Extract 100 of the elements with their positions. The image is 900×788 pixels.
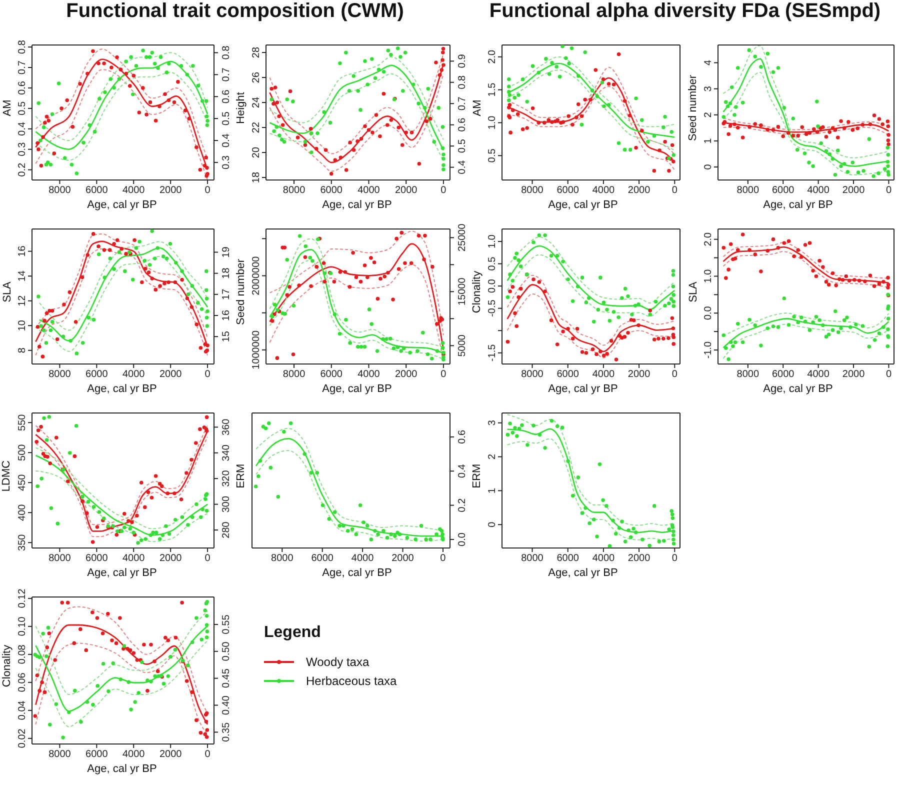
x-tick-label: 6000 bbox=[86, 553, 108, 564]
y-axis-title: ERM bbox=[235, 464, 248, 488]
y2-tick-label: 0.4 bbox=[457, 464, 468, 478]
x-tick-label: 0 bbox=[672, 553, 678, 564]
x-tick-label: 6000 bbox=[311, 553, 334, 564]
x-tick-label: 4000 bbox=[592, 185, 616, 196]
x-axis-title: Age, cal yr BP bbox=[762, 383, 834, 395]
x-tick-label: 0 bbox=[886, 369, 892, 380]
x-tick-label: 6000 bbox=[556, 369, 580, 380]
y-axis-title: SLA bbox=[1, 282, 14, 302]
y-tick-label: 1 bbox=[703, 138, 714, 144]
x-tick-label: 8000 bbox=[48, 369, 72, 380]
y2-tick-label: 0.5 bbox=[221, 111, 232, 126]
y-tick-label: 28 bbox=[251, 46, 262, 58]
y-tick-label: 0.06 bbox=[17, 672, 28, 692]
y-tick-label: 2 bbox=[703, 112, 714, 118]
x-tick-label: 2000 bbox=[628, 185, 651, 196]
y-tick-label: 500 bbox=[17, 444, 28, 461]
x-tick-label: 2000 bbox=[159, 749, 182, 760]
x-axis-title: Age, cal yr BP bbox=[547, 567, 619, 579]
x-tick-label: 2000 bbox=[159, 369, 182, 380]
x-tick-label: 0 bbox=[204, 749, 211, 760]
x-axis-title: Age, cal yr BP bbox=[547, 199, 619, 211]
x-tick-label: 8000 bbox=[282, 369, 306, 380]
y-tick-label: 0.8 bbox=[17, 40, 28, 54]
y2-tick-label: 360 bbox=[221, 418, 232, 436]
y-tick-label: 1000000 bbox=[251, 330, 262, 370]
x-tick-label: 4000 bbox=[122, 369, 146, 380]
y-tick-label: -1.0 bbox=[703, 340, 714, 359]
y-tick-label: 1.0 bbox=[487, 234, 498, 248]
y2-tick-label: 0.2 bbox=[457, 498, 468, 512]
x-axis-title: Age, cal yr BP bbox=[321, 383, 393, 395]
y2-tick-label: 0.3 bbox=[221, 155, 232, 170]
y-tick-label: 4 bbox=[703, 60, 714, 66]
y-tick-label: 10 bbox=[17, 320, 28, 332]
y-tick-label: 0.5 bbox=[487, 256, 498, 271]
y-tick-label: 22 bbox=[251, 122, 262, 134]
y2-tick-label: 17 bbox=[221, 288, 232, 300]
x-tick-label: 6000 bbox=[772, 369, 795, 380]
y2-tick-label: 0.8 bbox=[457, 74, 468, 90]
y2-tick-label: 16 bbox=[221, 309, 232, 322]
legend-label: Woody taxa bbox=[306, 654, 370, 668]
x-axis-title: Age, cal yr BP bbox=[321, 199, 393, 211]
y-tick-label: 2000000 bbox=[251, 256, 262, 296]
y-tick-label: 0.08 bbox=[17, 644, 28, 664]
x-tick-label: 8000 bbox=[521, 553, 544, 564]
x-tick-label: 2000 bbox=[628, 369, 651, 380]
x-tick-label: 0 bbox=[204, 369, 211, 380]
x-tick-label: 4000 bbox=[592, 369, 616, 380]
y-tick-label: 0.02 bbox=[17, 728, 28, 748]
y-tick-label: 1.0 bbox=[703, 268, 714, 284]
y-axis-title: Seed number bbox=[687, 74, 700, 142]
y-tick-label: 24 bbox=[251, 96, 262, 108]
x-tick-label: 4000 bbox=[592, 553, 616, 564]
x-tick-label: 6000 bbox=[556, 185, 580, 196]
y-tick-label: 0.0 bbox=[703, 306, 714, 320]
y2-tick-label: 15000 bbox=[457, 277, 468, 306]
y-tick-label: 0.2 bbox=[17, 162, 28, 177]
y-tick-label: 2 bbox=[487, 454, 498, 460]
y-tick-label: 0.10 bbox=[17, 616, 28, 636]
x-tick-label: 4000 bbox=[807, 185, 830, 196]
y2-tick-label: 280 bbox=[221, 521, 232, 538]
y2-tick-label: 0.50 bbox=[221, 641, 232, 662]
x-axis-title: Age, cal yr BP bbox=[86, 763, 158, 775]
legend-title: Legend bbox=[264, 624, 322, 642]
x-tick-label: 6000 bbox=[556, 553, 580, 564]
y-tick-label: 2.0 bbox=[703, 232, 714, 246]
x-tick-label: 0 bbox=[440, 369, 447, 380]
x-tick-label: 2000 bbox=[842, 369, 866, 380]
x-tick-label: 2000 bbox=[842, 185, 866, 196]
x-tick-label: 0 bbox=[204, 553, 211, 564]
y-tick-label: 0.4 bbox=[17, 121, 28, 136]
y-axis-title: LDMC bbox=[1, 460, 14, 492]
y-axis-title: ERM bbox=[471, 464, 484, 488]
x-tick-label: 6000 bbox=[86, 369, 108, 380]
y2-tick-label: 0.4 bbox=[221, 133, 232, 148]
x-tick-label: 2000 bbox=[628, 553, 651, 564]
x-tick-label: 2000 bbox=[392, 553, 414, 564]
y-axis-title: Clonality bbox=[1, 644, 13, 688]
y2-tick-label: 0.7 bbox=[221, 67, 232, 82]
x-tick-label: 8000 bbox=[736, 369, 760, 380]
y2-tick-label: 300 bbox=[221, 496, 232, 513]
x-axis-title: Age, cal yr BP bbox=[547, 383, 619, 395]
y-tick-label: 0 bbox=[703, 164, 714, 170]
y2-tick-label: 19 bbox=[221, 246, 232, 258]
y-axis-title: AM bbox=[1, 100, 13, 116]
x-tick-label: 8000 bbox=[48, 749, 72, 760]
y-tick-label: 12 bbox=[17, 294, 28, 306]
x-axis-title: Age, cal yr BP bbox=[86, 383, 158, 395]
y-tick-label: -0.5 bbox=[487, 299, 498, 317]
y-tick-label: 0.12 bbox=[17, 588, 28, 608]
y-tick-label: -1.5 bbox=[487, 344, 498, 362]
x-tick-label: 0 bbox=[886, 185, 892, 196]
y-tick-label: 0.5 bbox=[487, 148, 498, 163]
x-axis-title: Age, cal yr BP bbox=[762, 199, 834, 211]
x-tick-label: 6000 bbox=[320, 369, 343, 380]
x-tick-label: 0 bbox=[672, 369, 678, 380]
y2-tick-label: 0.35 bbox=[221, 722, 232, 742]
x-tick-label: 6000 bbox=[772, 185, 795, 196]
x-axis-title: Age, cal yr BP bbox=[86, 199, 158, 211]
